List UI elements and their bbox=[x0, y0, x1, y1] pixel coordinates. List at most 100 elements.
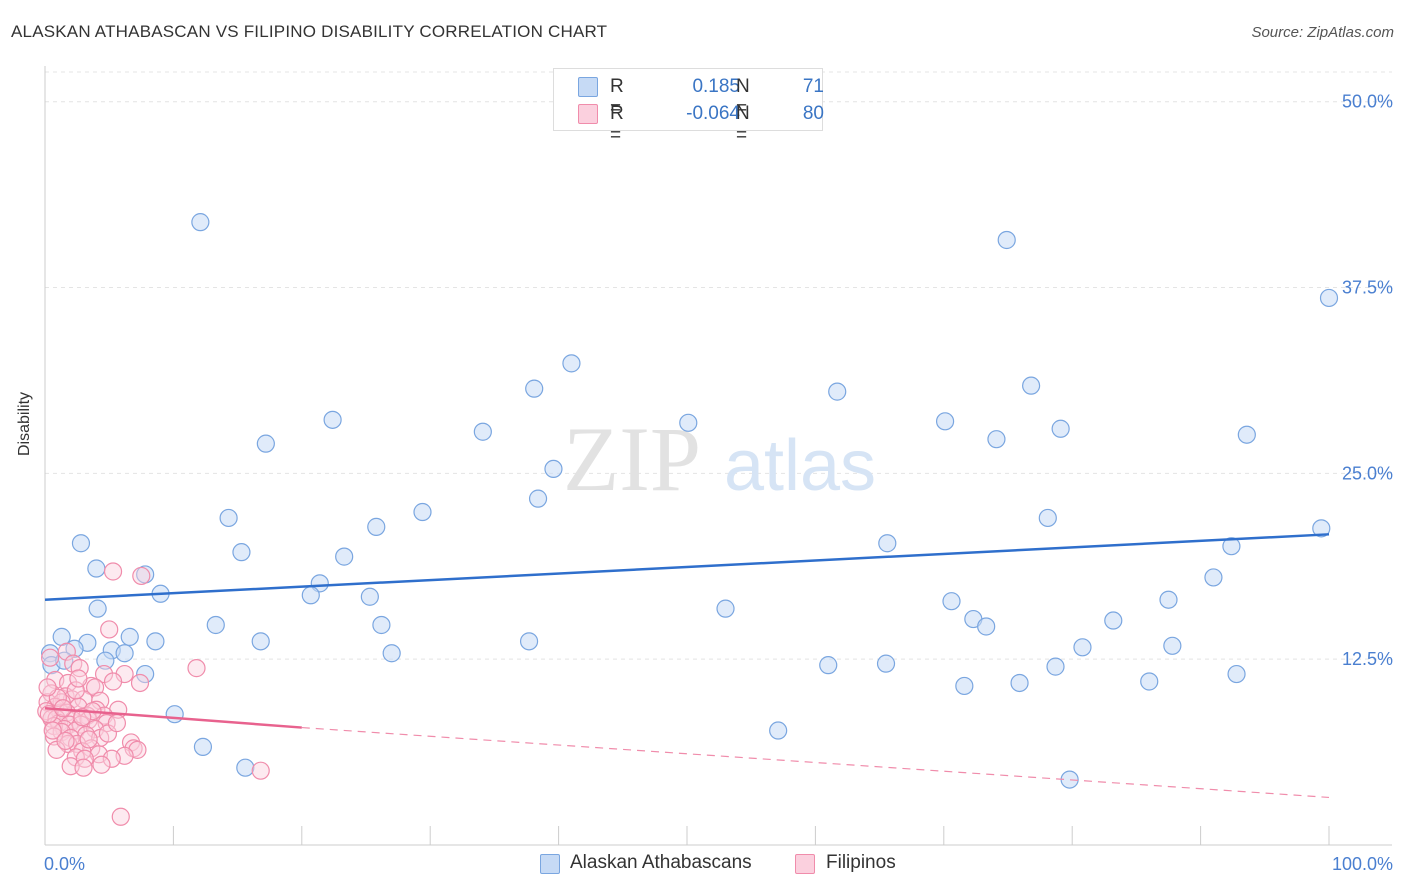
x-tick-label: 0.0% bbox=[44, 854, 85, 874]
filipino-point bbox=[102, 749, 121, 768]
athabascan-point bbox=[193, 737, 213, 756]
athabascan-point bbox=[323, 410, 342, 429]
data-points bbox=[37, 213, 1339, 826]
athabascan-point bbox=[1319, 288, 1339, 308]
athabascan-point bbox=[544, 459, 563, 479]
athabascan-point bbox=[1038, 508, 1057, 528]
filipino-point bbox=[43, 721, 62, 740]
filipino-point bbox=[98, 724, 118, 743]
athabascan-point bbox=[1227, 664, 1246, 684]
legend-n-label: N = bbox=[736, 76, 750, 119]
filipino-point bbox=[130, 673, 150, 693]
athabascan-point bbox=[382, 644, 401, 663]
athabascan-point bbox=[562, 354, 581, 373]
legend-swatch-athabascan bbox=[578, 77, 598, 97]
athabascan-point bbox=[977, 617, 996, 636]
filipino-trend-line bbox=[44, 706, 302, 729]
athabascan-point bbox=[191, 213, 210, 232]
athabascan-point bbox=[955, 676, 974, 696]
y-tick-label: 37.5% bbox=[1342, 278, 1393, 298]
filipino-point bbox=[66, 681, 85, 700]
legend-n-value: 80 bbox=[802, 103, 824, 124]
athabascan-point bbox=[935, 412, 955, 431]
athabascan-point bbox=[519, 632, 539, 651]
athabascan-point bbox=[1046, 657, 1065, 676]
legend-n-value: 71 bbox=[802, 76, 824, 97]
filipino-point bbox=[111, 807, 130, 826]
series-filipino bbox=[37, 562, 270, 826]
athabascan-point bbox=[769, 721, 788, 740]
bottom-legend-label-filipino: Filipinos bbox=[826, 852, 896, 873]
athabascan-trend-line bbox=[44, 533, 1330, 601]
correlation-legend: R = 0.185 N = 71 R = -0.064 N = 80 bbox=[553, 68, 824, 146]
athabascan-point bbox=[679, 413, 698, 432]
athabascan-point bbox=[473, 422, 492, 441]
filipino-point bbox=[56, 731, 75, 751]
athabascan-point bbox=[528, 489, 548, 508]
athabascan-point bbox=[120, 627, 139, 646]
chart-title: ALASKAN ATHABASCAN VS FILIPINO DISABILIT… bbox=[11, 22, 608, 41]
legend-r-label: R = bbox=[610, 103, 624, 146]
legend-r-value: -0.064 bbox=[686, 103, 740, 124]
y-tick-label: 25.0% bbox=[1342, 463, 1393, 483]
athabascan-point bbox=[367, 517, 386, 536]
athabascan-point bbox=[1010, 673, 1029, 693]
athabascan-point bbox=[1163, 636, 1182, 655]
legend-swatch-filipino bbox=[578, 104, 598, 124]
athabascan-point bbox=[251, 632, 270, 651]
athabascan-point bbox=[88, 599, 107, 618]
filipino-point bbox=[69, 669, 88, 688]
athabascan-point bbox=[232, 543, 251, 562]
athabascan-point bbox=[301, 586, 320, 605]
athabascan-point bbox=[1222, 537, 1241, 556]
athabascan-point bbox=[71, 534, 91, 553]
athabascan-point bbox=[987, 430, 1006, 449]
legend-r-label: R = bbox=[610, 76, 624, 119]
athabascan-point bbox=[115, 644, 134, 663]
filipino-point bbox=[73, 708, 92, 727]
athabascan-point bbox=[942, 592, 961, 611]
athabascan-point bbox=[1140, 672, 1159, 691]
bottom-legend-swatch-filipino bbox=[795, 854, 815, 874]
filipino-point bbox=[71, 715, 91, 734]
filipino-point bbox=[38, 678, 57, 697]
bottom-legend-swatch-athabascan bbox=[540, 854, 560, 874]
filipino-point bbox=[103, 672, 123, 691]
athabascan-point bbox=[997, 230, 1016, 250]
athabascan-point bbox=[1312, 519, 1331, 538]
filipino-point bbox=[187, 659, 206, 678]
athabascan-point bbox=[716, 599, 735, 618]
athabascan-point bbox=[236, 758, 255, 777]
filipino-trend-extension bbox=[301, 726, 1330, 799]
athabascan-point bbox=[165, 705, 184, 724]
filipino-point bbox=[103, 562, 123, 581]
athabascan-point bbox=[828, 382, 847, 401]
athabascan-point bbox=[1159, 590, 1178, 609]
y-tick-label: 12.5% bbox=[1342, 649, 1393, 669]
athabascan-point bbox=[96, 651, 115, 670]
athabascan-point bbox=[1204, 568, 1223, 587]
filipino-point bbox=[251, 761, 270, 780]
athabascan-point bbox=[525, 379, 544, 398]
axes bbox=[44, 66, 1392, 846]
legend-r-value: 0.185 bbox=[692, 76, 740, 97]
y-tick-label: 50.0% bbox=[1342, 92, 1393, 112]
athabascan-point bbox=[819, 656, 838, 675]
athabascan-point bbox=[1051, 419, 1070, 438]
athabascan-point bbox=[206, 615, 225, 635]
series-athabascan bbox=[41, 213, 1339, 789]
filipino-point bbox=[107, 714, 127, 733]
athabascan-point bbox=[136, 664, 155, 684]
athabascan-point bbox=[335, 547, 354, 566]
athabascan-point bbox=[878, 534, 897, 553]
legend-n-label: N = bbox=[736, 103, 750, 146]
athabascan-point bbox=[413, 502, 432, 522]
filipino-point bbox=[100, 620, 119, 639]
athabascan-point bbox=[360, 587, 379, 606]
filipino-point bbox=[85, 678, 105, 697]
filipino-point bbox=[92, 755, 111, 774]
athabascan-point bbox=[1073, 638, 1092, 657]
athabascan-point bbox=[1104, 611, 1123, 630]
filipino-point bbox=[132, 566, 151, 586]
